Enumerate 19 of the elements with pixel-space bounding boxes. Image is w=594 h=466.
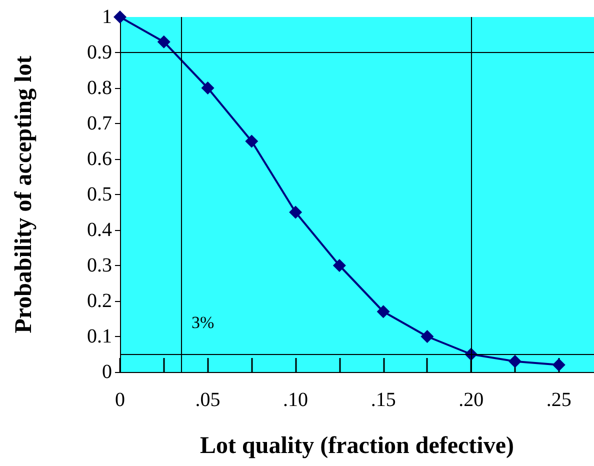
- y-tick-label: 0.4: [87, 219, 112, 241]
- y-tick-label: 0.9: [87, 42, 112, 64]
- y-tick-label: 0.1: [87, 326, 112, 348]
- ref-line-label: 3%: [191, 313, 214, 332]
- y-axis-title: Probability of accepting lot: [11, 56, 37, 334]
- y-tick-label: 0.7: [87, 112, 112, 134]
- y-tick-label: 0.3: [87, 254, 112, 276]
- x-tick-label: .05: [195, 389, 220, 411]
- x-tick-label: .25: [546, 389, 572, 411]
- y-tick-label: 1: [102, 6, 112, 28]
- x-axis-title: Lot quality (fraction defective): [200, 433, 514, 459]
- y-tick-label: 0: [102, 361, 112, 383]
- y-tick-label: 0.6: [87, 148, 112, 170]
- x-tick-label: .10: [283, 389, 308, 411]
- y-tick-label: 0.8: [87, 77, 112, 99]
- x-tick-label: .15: [370, 389, 396, 411]
- y-tick-label: 0.2: [87, 290, 112, 312]
- x-tick-label: .20: [458, 389, 484, 411]
- y-tick-label: 0.5: [87, 184, 112, 206]
